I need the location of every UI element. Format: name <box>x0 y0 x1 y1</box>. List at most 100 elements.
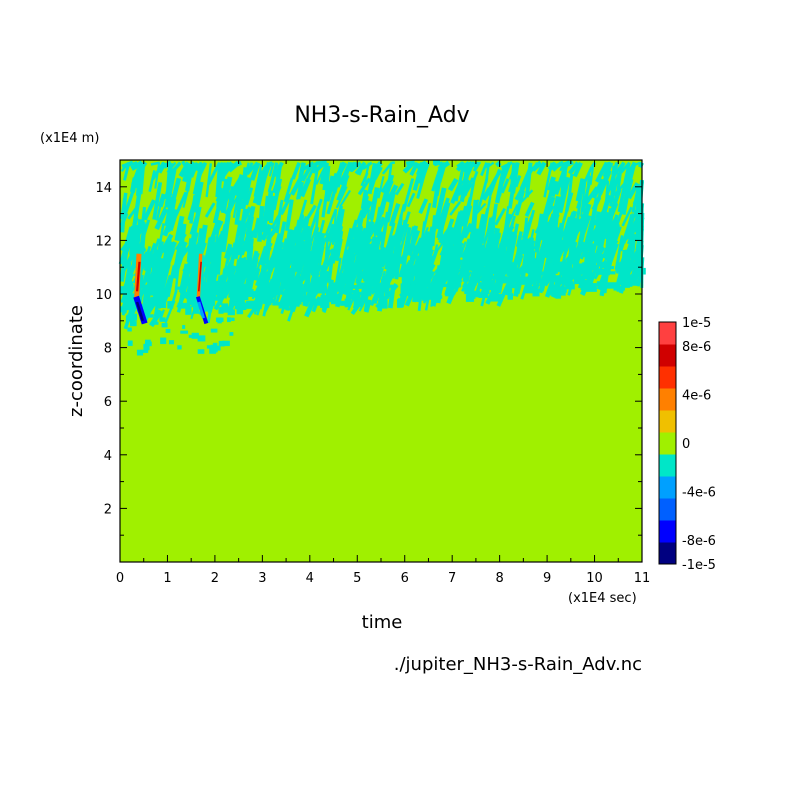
negative-streak <box>338 161 353 186</box>
negative-blob <box>482 276 489 282</box>
negative-streak <box>309 250 315 274</box>
negative-blob <box>180 330 189 334</box>
negative-streak <box>182 187 190 208</box>
negative-streak <box>581 216 595 253</box>
negative-streak <box>182 161 197 178</box>
negative-blob <box>174 286 185 290</box>
negative-streak <box>344 253 357 290</box>
negative-streak <box>326 222 339 241</box>
negative-streak <box>580 182 587 217</box>
negative-streak <box>168 177 182 213</box>
negative-streak <box>459 241 467 258</box>
negative-streak <box>547 231 561 259</box>
negative-streak <box>511 162 520 194</box>
negative-streak <box>502 231 515 269</box>
negative-streak <box>121 190 135 221</box>
negative-streak <box>484 162 491 184</box>
negative-streak <box>447 178 459 192</box>
negative-streak <box>245 187 254 206</box>
negative-streak <box>174 233 187 251</box>
negative-streak <box>283 232 294 254</box>
negative-streak <box>418 198 429 215</box>
negative-blob <box>221 281 230 289</box>
negative-blob <box>197 349 205 354</box>
negative-streak <box>191 206 202 235</box>
negative-streak <box>238 208 248 237</box>
negative-streak <box>321 180 330 218</box>
negative-streak <box>174 215 185 242</box>
negative-streak <box>371 254 381 288</box>
negative-blob <box>136 349 144 356</box>
negative-blob <box>609 266 615 270</box>
negative-streak <box>198 224 208 256</box>
y-unit-label: (x1E4 m) <box>40 131 99 146</box>
negative-streak <box>351 226 359 251</box>
negative-streak <box>547 176 556 192</box>
negative-streak <box>253 267 261 281</box>
negative-streak <box>305 287 319 317</box>
negative-blob <box>123 297 136 306</box>
negative-blob <box>126 293 137 300</box>
negative-streak <box>138 162 146 195</box>
negative-streak <box>335 186 348 209</box>
negative-streak <box>148 170 156 192</box>
negative-streak <box>583 242 595 280</box>
negative-blob <box>618 268 630 273</box>
negative-streak <box>163 240 169 258</box>
x-axis: 0 1 2 3 4 5 6 7 8 9 10 11 <box>116 160 650 586</box>
negative-blob <box>589 264 596 271</box>
negative-blob <box>177 302 187 309</box>
negative-blob <box>349 284 361 289</box>
negative-blob <box>287 289 296 298</box>
negative-streak <box>308 266 321 289</box>
negative-blob <box>487 280 495 290</box>
negative-streak <box>212 235 227 264</box>
negative-streak <box>524 162 533 198</box>
negative-streak <box>405 245 420 278</box>
negative-blob <box>212 280 221 290</box>
negative-streak <box>193 181 204 213</box>
negative-streak <box>361 245 376 275</box>
negative-blob <box>397 298 403 306</box>
negative-blob <box>236 305 244 315</box>
negative-streak <box>334 238 343 262</box>
negative-streak <box>120 161 130 173</box>
negative-blob <box>471 290 481 298</box>
negative-streak <box>373 216 387 237</box>
negative-streak <box>588 264 599 286</box>
negative-streak <box>389 260 402 279</box>
negative-streak <box>261 195 271 233</box>
negative-blob <box>306 283 312 293</box>
negative-streak <box>289 174 304 196</box>
x-tick-label: 8 <box>495 571 503 586</box>
negative-streak <box>331 208 338 245</box>
negative-streak <box>584 166 593 183</box>
negative-blob <box>550 275 562 283</box>
negative-streak <box>556 240 566 256</box>
negative-streak <box>564 194 572 212</box>
y-tick-label: 6 <box>104 395 112 410</box>
negative-blob <box>185 306 192 315</box>
negative-streak <box>336 162 346 180</box>
negative-blob <box>212 342 218 349</box>
negative-streak <box>376 247 387 279</box>
negative-streak <box>631 184 641 213</box>
negative-streak <box>442 233 457 270</box>
negative-blob <box>521 276 534 285</box>
negative-streak <box>462 161 475 183</box>
negative-streak <box>234 193 244 226</box>
negative-streak <box>439 231 449 264</box>
negative-streak <box>509 162 516 190</box>
negative-blob <box>628 261 634 267</box>
negative-streak <box>515 231 523 248</box>
negative-streak <box>357 240 366 263</box>
negative-blob <box>389 284 398 288</box>
negative-streak <box>453 211 464 232</box>
negative-blob <box>320 295 332 303</box>
negative-streak <box>151 275 159 308</box>
negative-streak <box>494 166 507 204</box>
negative-blob <box>566 283 575 290</box>
negative-streak <box>524 201 535 217</box>
negative-streak <box>233 174 244 196</box>
negative-streak <box>433 161 443 167</box>
